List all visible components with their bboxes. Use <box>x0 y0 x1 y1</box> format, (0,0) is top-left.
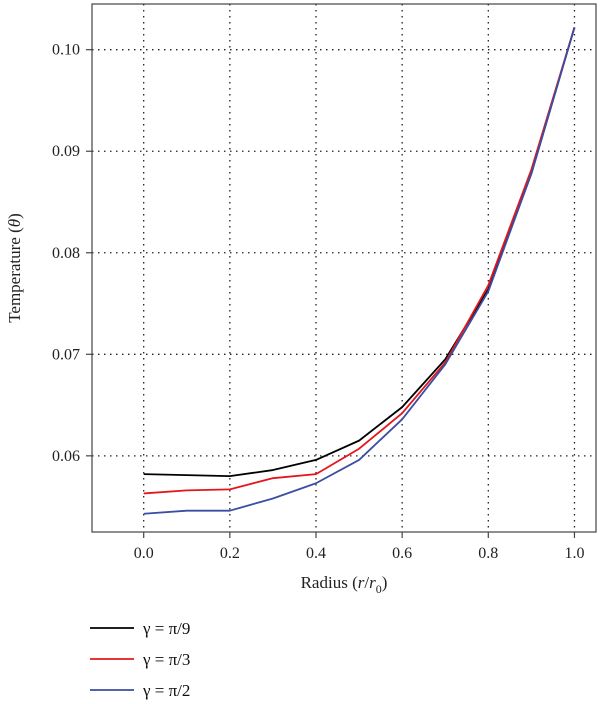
grid <box>92 4 596 532</box>
legend-label-3: γ = π/2 <box>142 681 190 700</box>
plot-frame <box>91 3 597 533</box>
series-lines <box>143 27 576 515</box>
legend-label-1: γ = π/9 <box>142 619 190 638</box>
series-line-2 <box>143 27 576 495</box>
x-tick-label: 1.0 <box>564 545 584 562</box>
y-axis-title: Temperature (θ) <box>5 213 24 323</box>
x-tick-label: 0.4 <box>306 545 326 562</box>
x-axis-ticks: 0.0 0.2 0.4 0.6 0.8 1.0 <box>134 532 584 562</box>
y-tick-label: 0.09 <box>52 143 80 160</box>
legend-label-2: γ = π/3 <box>142 650 190 669</box>
x-tick-label: 0.8 <box>478 545 498 562</box>
y-tick-label: 0.08 <box>52 245 80 262</box>
x-tick-label: 0.6 <box>392 545 412 562</box>
x-tick-label: 0.0 <box>134 545 154 562</box>
x-axis-title: Radius (r/r0) <box>301 573 388 596</box>
y-tick-label: 0.06 <box>52 448 80 465</box>
y-tick-label: 0.07 <box>52 346 80 363</box>
x-tick-label: 0.2 <box>220 545 240 562</box>
y-tick-label: 0.10 <box>52 42 80 59</box>
series-line-3 <box>143 27 576 515</box>
y-axis-ticks: 0.06 0.07 0.08 0.09 0.10 <box>52 42 92 465</box>
series-line-1 <box>143 27 576 478</box>
legend: γ = π/9 γ = π/3 γ = π/2 <box>90 619 190 700</box>
